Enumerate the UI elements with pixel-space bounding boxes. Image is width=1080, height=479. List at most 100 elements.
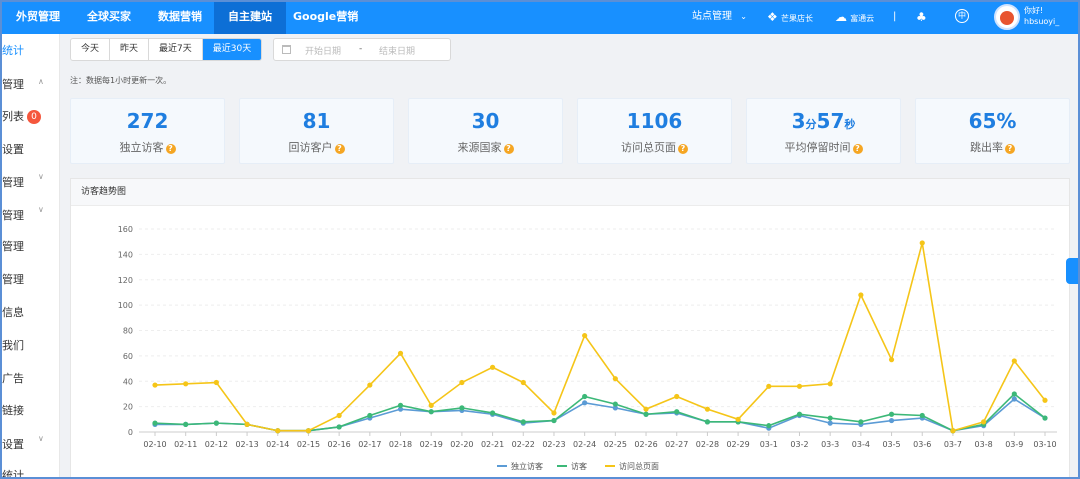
sidebar-item-4[interactable]: 管理: [2, 174, 24, 190]
stat-value: 81: [302, 109, 331, 133]
date-range-picker[interactable]: 开始日期 - 结束日期: [273, 38, 451, 61]
sidebar-item-1[interactable]: 管理: [2, 76, 24, 92]
sidebar-item-7[interactable]: 管理: [2, 271, 24, 287]
data-point: [704, 406, 711, 412]
data-point: [827, 420, 833, 426]
chevron-down-icon[interactable]: ∨: [38, 205, 44, 214]
sidebar-item-12[interactable]: 设置: [2, 436, 24, 452]
stat-card-5: 65% 跳出率?: [915, 98, 1070, 164]
sidebar-item-5[interactable]: 管理: [2, 207, 24, 223]
chevron-down-icon[interactable]: ∨: [38, 434, 44, 443]
chevron-down-icon: ⌄: [740, 12, 747, 21]
bell-icon[interactable]: ♣: [916, 10, 927, 24]
chevron-down-icon[interactable]: ∨: [38, 172, 44, 181]
filter-button-0[interactable]: 今天: [71, 39, 111, 60]
x-tick-label: 02-27: [665, 440, 688, 449]
sidebar-item-11[interactable]: 链接: [2, 402, 24, 418]
calendar-icon: [282, 45, 291, 54]
language-toggle[interactable]: 中: [955, 0, 969, 34]
legend-label: 访客: [571, 461, 587, 471]
nav-item-4[interactable]: Google营销: [293, 10, 359, 23]
data-point: [397, 406, 404, 412]
sidebar-item-13[interactable]: 统计: [2, 467, 24, 479]
data-point: [674, 393, 680, 400]
x-tick-label: 02-23: [542, 440, 565, 449]
x-tick-label: 02-22: [512, 440, 535, 449]
x-tick-label: 02-17: [358, 440, 381, 449]
y-tick-label: 80: [123, 327, 133, 336]
mango-icon: ❖: [767, 10, 778, 24]
mango-link[interactable]: ❖ 芒果店长: [767, 0, 813, 34]
sidebar-item-label: 管理: [2, 273, 24, 286]
chart-title: 访客趋势图: [71, 179, 1069, 206]
x-tick-label: 03-8: [975, 440, 993, 449]
sidebar-item-0[interactable]: 统计: [2, 42, 24, 58]
data-point: [796, 411, 803, 417]
data-point: [336, 412, 342, 419]
filter-button-3[interactable]: 最近30天: [202, 39, 262, 60]
data-point: [888, 411, 895, 417]
help-icon[interactable]: ?: [852, 144, 863, 154]
filter-button-2[interactable]: 最近7天: [149, 39, 203, 60]
stat-label: 跳出率?: [916, 139, 1069, 155]
sidebar-item-10[interactable]: 广告: [2, 370, 24, 386]
stat-value: 3分57秒: [747, 109, 900, 133]
x-tick-label: 03-9: [1005, 440, 1023, 449]
help-icon[interactable]: ?: [165, 144, 176, 154]
filter-button-1[interactable]: 昨天: [110, 39, 150, 60]
y-tick-label: 20: [123, 403, 133, 412]
stat-unit-min: 分: [805, 118, 817, 131]
x-tick-label: 03-3: [821, 440, 839, 449]
data-point: [213, 379, 219, 386]
sidebar-item-6[interactable]: 管理: [2, 238, 24, 254]
nav-item-2[interactable]: 数据营销: [158, 10, 202, 23]
avatar[interactable]: [994, 4, 1020, 30]
cloud-icon: ☁: [835, 10, 847, 24]
sidebar-item-9[interactable]: 我们: [2, 337, 24, 353]
help-icon[interactable]: ?: [678, 144, 688, 154]
data-point: [489, 364, 496, 370]
cloud-link[interactable]: ☁ 富通云: [835, 0, 874, 34]
user-info[interactable]: 你好! hbsuoyi_: [1024, 5, 1059, 27]
data-point: [582, 332, 588, 339]
sidebar-item-8[interactable]: 信息: [2, 304, 24, 320]
nav-item-3[interactable]: 自主建站: [214, 0, 286, 34]
data-point: [888, 357, 895, 363]
x-tick-label: 02-24: [573, 440, 596, 449]
data-point: [489, 410, 496, 416]
sidebar-item-label: 管理: [2, 209, 24, 222]
sidebar-item-label: 我们: [2, 339, 24, 352]
help-icon[interactable]: ?: [503, 144, 514, 154]
stat-card-2: 30 来源国家?: [408, 98, 563, 164]
end-date-input[interactable]: 结束日期: [379, 47, 416, 57]
nav-item-0[interactable]: 外贸管理: [16, 10, 60, 23]
nav-item-1[interactable]: 全球买家: [87, 10, 131, 23]
side-feedback-tab[interactable]: [1066, 258, 1080, 284]
data-point: [183, 421, 189, 427]
data-point: [827, 415, 833, 421]
data-point: [551, 417, 557, 424]
stat-label-text: 平均停留时间: [784, 141, 851, 154]
chevron-up-icon[interactable]: ∧: [38, 77, 44, 86]
greeting: 你好!: [1024, 6, 1044, 15]
stat-card-1: 81 回访客户?: [239, 98, 394, 164]
data-point: [213, 420, 219, 426]
stat-label-text: 跳出率: [970, 141, 1003, 154]
sidebar-item-3[interactable]: 设置: [2, 141, 24, 157]
x-tick-label: 02-28: [696, 440, 719, 449]
stat-label-text: 来源国家: [457, 141, 502, 154]
y-tick-label: 120: [118, 276, 133, 285]
update-note: 注：数据每1小时更新一次。: [70, 76, 172, 85]
sidebar: 统计 管理 ∧ 列表 0 设置 管理 ∨ 管理 ∨ 管理 管理 信息 我们 广告 链接 设置 ∨ 统计: [0, 34, 60, 479]
help-icon[interactable]: ?: [334, 144, 345, 154]
data-point: [1011, 358, 1017, 364]
x-tick-label: 02-11: [174, 440, 197, 449]
help-icon[interactable]: ?: [1005, 144, 1015, 154]
data-point: [305, 428, 312, 434]
sidebar-item-2[interactable]: 列表 0: [2, 108, 41, 124]
x-tick-label: 02-14: [266, 440, 289, 449]
username: hbsuoyi_: [1024, 17, 1060, 26]
start-date-input[interactable]: 开始日期: [305, 47, 342, 57]
site-manage-menu[interactable]: 站点管理 ⌄: [692, 0, 747, 34]
data-point: [643, 406, 649, 412]
